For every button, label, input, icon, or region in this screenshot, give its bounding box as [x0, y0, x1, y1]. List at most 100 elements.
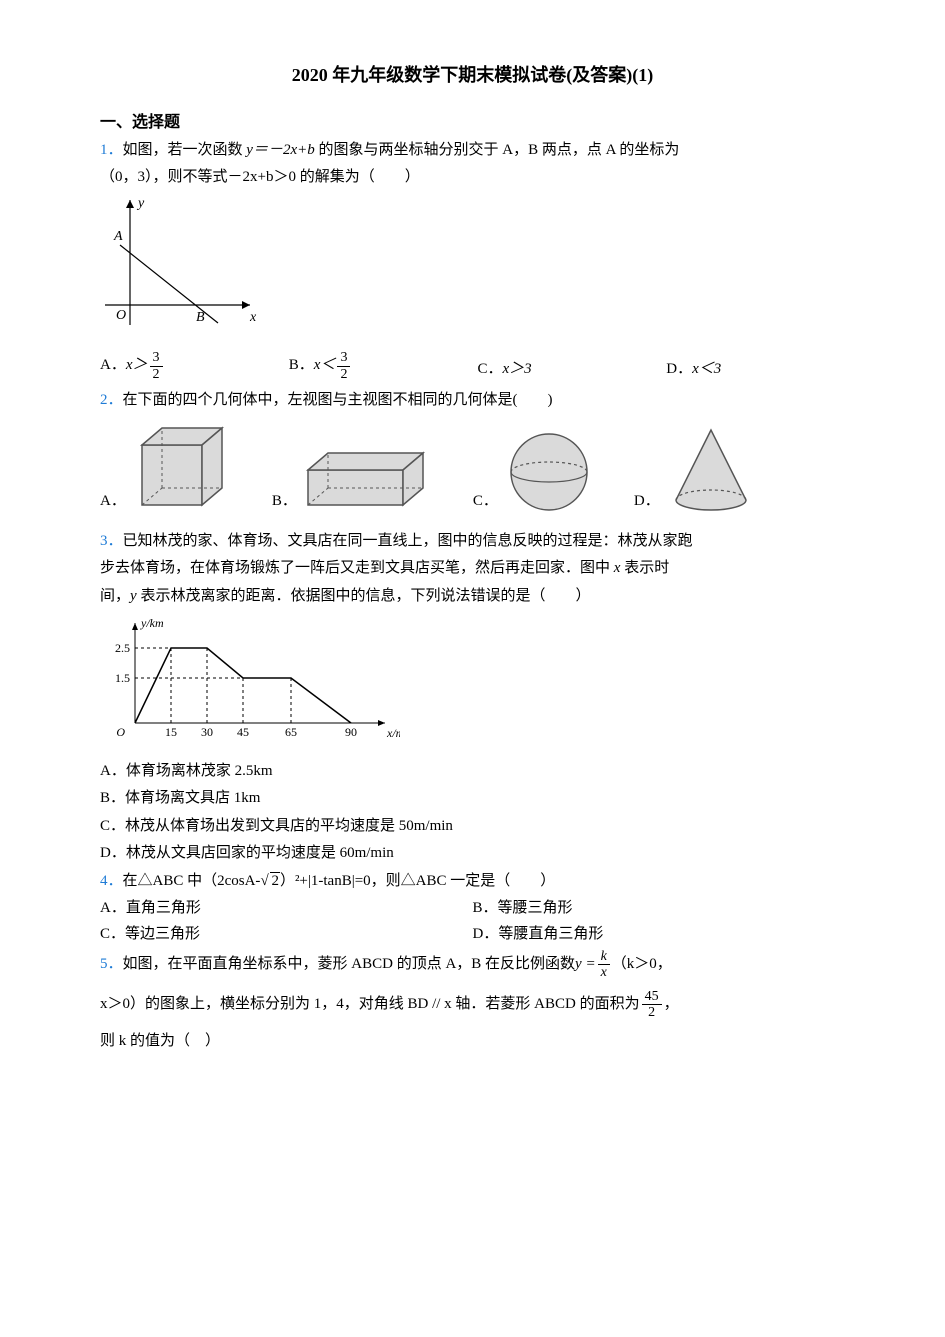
q4-optA: A．直角三角形 [100, 896, 473, 922]
cube-icon [132, 420, 232, 515]
section-heading: 一、选择题 [100, 109, 845, 136]
q4-optB: B．等腰三角形 [473, 896, 846, 922]
q2-cellA: A． [100, 420, 232, 515]
q1-optA-frac: 3 2 [150, 350, 163, 382]
q1-stem2: （0，3），则不等式－2x+b＞0 的解集为（ ） [100, 165, 845, 191]
q1-optA: A． x＞ 3 2 [100, 350, 279, 382]
q3-optC: C．林茂从体育场出发到文具店的平均速度是 50m/min [100, 814, 845, 840]
q1-optB-var: x＜ [314, 353, 336, 379]
q3-l2a: 步去体育场，在体育场锻炼了一阵后又走到文具店买笔，然后再走回家．图中 [100, 560, 614, 576]
q4-a: 在△ABC 中（2cosA- [123, 873, 261, 889]
q4-num: 4． [100, 873, 123, 889]
q4-stem: 4．在△ABC 中（2cosA- 2）²+|1-tanB|=0，则△ABC 一定是… [100, 869, 845, 895]
q4-b: ）²+|1-tanB|=0，则△ABC 一定是（ ） [280, 873, 555, 889]
q2-text: 在下面的四个几何体中，左视图与主视图不相同的几何体是( ) [123, 392, 553, 408]
q5-l2a: x＞0）的图象上，横坐标分别为 1，4，对角线 BD // x 轴．若菱形 AB… [100, 992, 640, 1018]
q2-stem: 2．在下面的四个几何体中，左视图与主视图不相同的几何体是( ) [100, 388, 845, 414]
q3-optA: A．体育场离林茂家 2.5km [100, 759, 845, 785]
q1-text-a: 如图，若一次函数 [123, 142, 247, 158]
cone-icon [666, 425, 756, 515]
q2-cellC: C． [473, 430, 594, 515]
q1-optC-label: C． [478, 357, 503, 383]
q4-opts-row1: A．直角三角形 B．等腰三角形 [100, 896, 845, 922]
q3-optD: D．林茂从文具店回家的平均速度是 60m/min [100, 841, 845, 867]
q2-shapes: A． B． C． D． [100, 420, 845, 515]
svg-text:2.5: 2.5 [115, 641, 130, 655]
q2-num: 2． [100, 392, 123, 408]
q5-frac1: k x [598, 949, 610, 981]
q3-line2: 步去体育场，在体育场锻炼了一阵后又走到文具店买笔，然后再走回家．图中 x 表示时 [100, 556, 845, 582]
q1-optA-label: A． [100, 353, 126, 379]
q3-l1: 已知林茂的家、体育场、文具店在同一直线上，图中的信息反映的过程是：林茂从家跑 [123, 533, 693, 549]
q1-stem: 1．如图，若一次函数 y＝－2x+b 的图象与两坐标轴分别交于 A，B 两点，点… [100, 138, 845, 164]
q1-optD-label: D． [666, 357, 692, 383]
q1-optB: B． x＜ 3 2 [289, 350, 468, 382]
svg-text:90: 90 [345, 725, 357, 739]
svg-text:B: B [196, 310, 205, 325]
q1-optB-num: 3 [337, 350, 350, 366]
q1-optB-frac: 3 2 [337, 350, 350, 382]
q1-text-b: 的图象与两坐标轴分别交于 A，B 两点，点 A 的坐标为 [315, 142, 680, 158]
q1-optA-num: 3 [150, 350, 163, 366]
q2-cellB: B． [272, 445, 433, 515]
q2-cellD: D． [634, 425, 756, 515]
q3-line3: 间，y 表示林茂离家的距离．依据图中的信息，下列说法错误的是（ ） [100, 584, 845, 610]
svg-text:O: O [116, 308, 126, 323]
q1-optC: C． x＞3 [478, 357, 657, 383]
svg-text:45: 45 [237, 725, 249, 739]
q3-num: 3． [100, 533, 123, 549]
svg-text:x/min: x/min [386, 726, 400, 740]
q5-line1: 5．如图，在平面直角坐标系中，菱形 ABCD 的顶点 A，B 在反比例函数 y … [100, 949, 845, 981]
page-title: 2020 年九年级数学下期末模拟试卷(及答案)(1) [100, 60, 845, 91]
q5-f1d: x [598, 965, 610, 980]
q1-optC-txt: x＞3 [503, 357, 532, 383]
svg-text:x: x [249, 310, 257, 325]
q5-f2n: 45 [642, 989, 662, 1005]
svg-text:15: 15 [165, 725, 177, 739]
q1-optB-label: B． [289, 353, 314, 379]
q3-l2b: 表示时 [620, 560, 669, 576]
q3-l3a: 间， [100, 588, 130, 604]
svg-text:y: y [136, 196, 145, 211]
q2-lblA: A． [100, 489, 126, 515]
q1-eq: y＝－2x+b [246, 142, 314, 158]
q2-lblB: B． [272, 489, 297, 515]
q1-optD-txt: x＜3 [692, 357, 721, 383]
q5-l2b: ， [664, 992, 679, 1018]
q5-line3: 则 k 的值为（ ） [100, 1029, 845, 1055]
q4-rad: 2 [270, 872, 280, 889]
q4-opts-row2: C．等边三角形 D．等腰直角三角形 [100, 922, 845, 948]
svg-text:O: O [116, 725, 125, 739]
q2-lblC: C． [473, 489, 498, 515]
q5-l1b: （k＞0， [612, 952, 672, 978]
svg-text:y/km: y/km [140, 616, 164, 630]
q5-l1a: 如图，在平面直角坐标系中，菱形 ABCD 的顶点 A，B 在反比例函数 [123, 952, 576, 978]
q5-f2d: 2 [642, 1005, 662, 1020]
sphere-icon [504, 430, 594, 515]
q5-num: 5． [100, 952, 123, 978]
q5-frac2: 45 2 [642, 989, 662, 1021]
q1-optA-var: x＞ [126, 353, 148, 379]
q1-optA-den: 2 [150, 367, 163, 382]
svg-text:A: A [113, 229, 123, 244]
q1-optB-den: 2 [337, 367, 350, 382]
q4-optC: C．等边三角形 [100, 922, 473, 948]
svg-text:1.5: 1.5 [115, 671, 130, 685]
q3-l3b: 表示林茂离家的距离．依据图中的信息，下列说法错误的是（ ） [137, 588, 591, 604]
q3-optB: B．体育场离文具店 1km [100, 786, 845, 812]
cuboid-icon [303, 445, 433, 515]
q3-graph: 15 30 45 65 90 1.5 2.5 Ox/min y/km [100, 613, 845, 753]
q4-optD: D．等腰直角三角形 [473, 922, 846, 948]
q5-eq-y: y = [575, 952, 596, 978]
q1-optD: D． x＜3 [666, 357, 845, 383]
q4-sqrt: 2 [260, 869, 280, 895]
q5-line2: x＞0）的图象上，横坐标分别为 1，4，对角线 BD // x 轴．若菱形 AB… [100, 989, 845, 1021]
svg-text:30: 30 [201, 725, 213, 739]
q1-num: 1． [100, 142, 123, 158]
q5-f1n: k [598, 949, 610, 965]
q3-line1: 3．已知林茂的家、体育场、文具店在同一直线上，图中的信息反映的过程是：林茂从家跑 [100, 529, 845, 555]
q3-l3v: y [130, 588, 137, 604]
q1-options: A． x＞ 3 2 B． x＜ 3 2 C． x＞3 D． x＜3 [100, 350, 845, 382]
svg-text:65: 65 [285, 725, 297, 739]
q2-lblD: D． [634, 489, 660, 515]
